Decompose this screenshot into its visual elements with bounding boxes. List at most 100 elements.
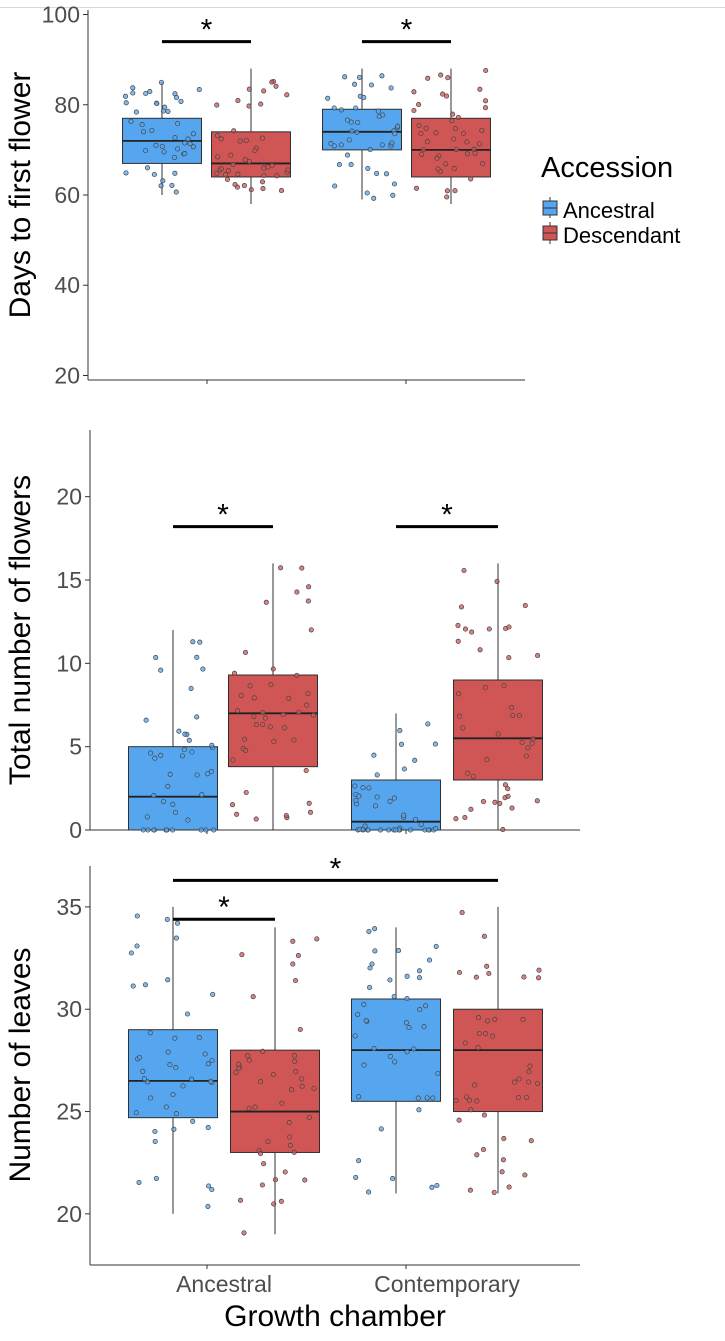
data-point <box>203 827 209 833</box>
data-point <box>476 1030 482 1037</box>
data-point <box>194 654 200 660</box>
data-point <box>272 1177 279 1183</box>
data-point <box>205 1125 211 1131</box>
data-point <box>242 649 249 655</box>
data-point <box>314 936 320 942</box>
data-point <box>492 1016 498 1022</box>
data-point <box>287 1142 293 1148</box>
data-point <box>390 1176 396 1182</box>
data-point <box>243 747 249 753</box>
data-point <box>170 827 176 833</box>
data-point <box>236 1061 242 1067</box>
box-body <box>128 746 218 831</box>
data-point <box>292 977 299 984</box>
data-point <box>512 1079 518 1085</box>
data-point <box>154 100 160 107</box>
data-point <box>182 140 188 146</box>
data-point <box>377 827 383 833</box>
data-point <box>299 565 305 571</box>
data-point <box>344 117 350 123</box>
data-point <box>310 712 316 718</box>
x-axis-title: Growth chamber <box>224 1300 446 1333</box>
data-point <box>346 137 352 143</box>
data-point <box>464 1094 470 1100</box>
data-point <box>440 91 446 97</box>
box-body <box>453 679 543 781</box>
data-point <box>252 1104 258 1110</box>
data-point <box>152 755 158 761</box>
data-point <box>495 731 501 737</box>
data-point <box>455 691 462 697</box>
data-point <box>435 166 441 172</box>
data-point <box>480 161 486 167</box>
data-point <box>137 1054 143 1061</box>
data-point <box>379 73 385 79</box>
data-point <box>297 1026 303 1033</box>
data-point <box>128 950 134 956</box>
data-point <box>224 176 231 183</box>
data-point <box>147 89 153 95</box>
data-point <box>492 799 498 805</box>
data-point <box>273 83 279 89</box>
data-point <box>505 786 511 792</box>
panel-1: 20 40 60 80 100 Days to first flower * * <box>4 2 525 388</box>
data-point <box>188 685 194 691</box>
data-point <box>165 1049 171 1055</box>
data-point <box>291 1053 297 1059</box>
data-point <box>411 89 417 95</box>
data-point <box>418 821 424 827</box>
data-point <box>499 1169 505 1175</box>
legend-key-descendant <box>542 222 558 244</box>
data-point <box>469 629 475 635</box>
data-point <box>360 785 366 791</box>
data-point <box>165 977 171 983</box>
data-point <box>500 827 506 833</box>
data-point <box>445 75 451 81</box>
data-point <box>139 122 145 128</box>
data-point <box>260 1048 266 1054</box>
data-point <box>246 1057 252 1063</box>
data-point <box>465 770 471 776</box>
data-point <box>218 136 224 142</box>
data-point <box>435 1070 441 1077</box>
y-tick-label: 20 <box>54 362 80 388</box>
data-point <box>246 158 252 164</box>
data-point <box>208 769 215 775</box>
significance-label: * <box>217 499 229 532</box>
data-point <box>352 1033 358 1039</box>
data-point <box>534 1080 541 1086</box>
data-point <box>392 131 398 137</box>
data-point <box>160 178 166 184</box>
data-point <box>237 138 243 144</box>
y-tick-label: 35 <box>56 894 82 920</box>
data-point <box>172 135 178 141</box>
data-point <box>306 800 312 806</box>
data-point <box>527 1063 533 1069</box>
data-point <box>453 816 459 822</box>
data-point <box>483 67 489 74</box>
data-point <box>261 1161 267 1167</box>
data-point <box>152 1138 158 1144</box>
data-point <box>392 1059 398 1065</box>
legend-title: Accession <box>541 152 673 184</box>
data-point <box>269 79 275 85</box>
data-point <box>356 1094 362 1100</box>
data-point <box>468 1107 474 1113</box>
data-point <box>175 146 181 152</box>
data-point <box>251 695 257 701</box>
data-point <box>231 670 238 676</box>
data-point <box>181 747 187 753</box>
data-point <box>158 183 164 189</box>
box-body <box>322 108 402 151</box>
data-point <box>147 1095 154 1101</box>
legend-key-ancestral <box>542 197 558 218</box>
data-point <box>416 102 422 108</box>
data-point <box>388 85 394 91</box>
data-point <box>241 183 247 189</box>
data-point <box>391 795 397 801</box>
data-point <box>130 85 136 91</box>
data-point <box>205 1061 211 1067</box>
data-point <box>163 827 169 833</box>
y-tick-label: 20 <box>56 484 82 510</box>
y-tick-label: 5 <box>69 734 82 760</box>
